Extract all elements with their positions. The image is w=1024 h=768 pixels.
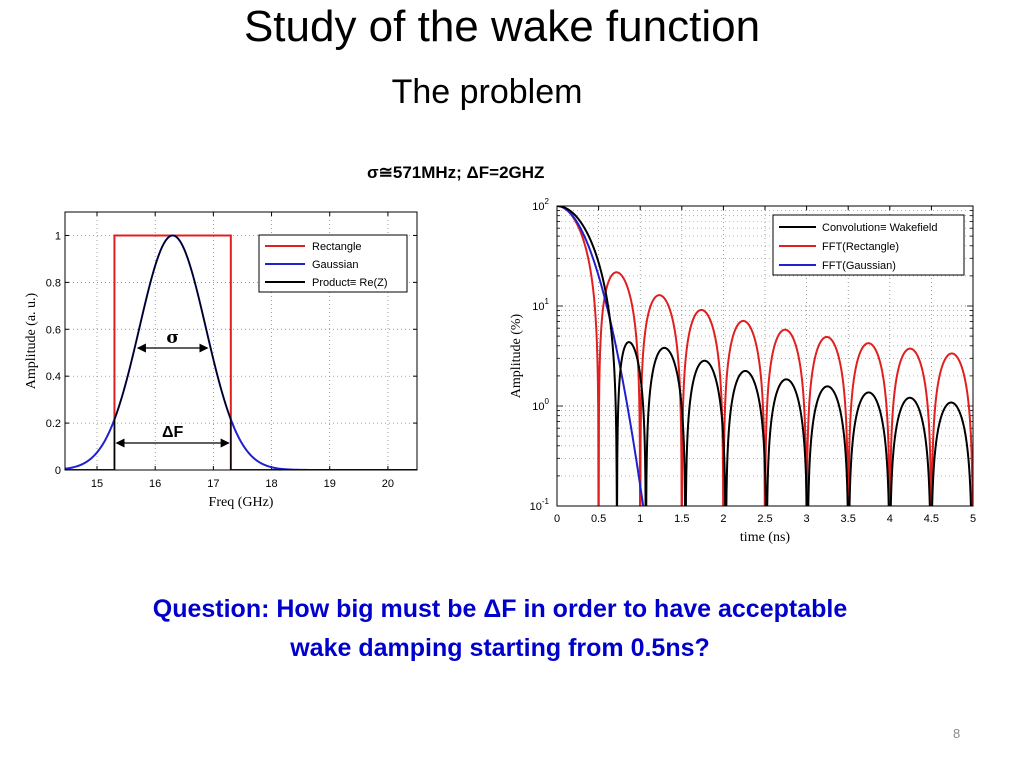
- series-fft-gaussian: [557, 206, 645, 506]
- plot-frame: [556, 205, 974, 507]
- y-tick-exponent: 1: [545, 297, 550, 306]
- legend: Convolution≡ Wakefield FFT(Rectangle) FFT(…: [772, 214, 965, 276]
- y-tick-label: 101: [532, 297, 549, 313]
- x-tick-label: 20: [382, 478, 394, 490]
- y-tick-base: 10: [530, 501, 542, 513]
- x-tick-label: 16: [149, 478, 161, 490]
- question-line-1: Question: How big must be ΔF in order to…: [152, 595, 848, 623]
- x-tick-label: 18: [265, 478, 277, 490]
- legend-entry: Rectangle: [312, 241, 362, 253]
- x-tick-label: 0.5: [591, 513, 606, 525]
- legend: Rectangle Gaussian Product≡ Re(Z): [258, 234, 408, 293]
- y-tick-exponent: 0: [545, 397, 550, 406]
- y-tick-label: 0.6: [46, 324, 61, 336]
- x-tick-label: 5: [970, 513, 976, 525]
- y-axis-label: Amplitude (%): [509, 313, 524, 398]
- y-tick-base: 10: [532, 301, 544, 313]
- x-tick-label: 3.5: [841, 513, 856, 525]
- y-tick-label: 0.2: [46, 418, 61, 430]
- slide-subtitle: The problem: [391, 73, 583, 111]
- x-tick-label: 15: [91, 478, 103, 490]
- y-tick-label: 10-1: [530, 497, 550, 513]
- x-tick-label: 19: [324, 478, 336, 490]
- legend-entry: Convolution≡ Wakefield: [822, 222, 937, 234]
- y-tick-exponent: -1: [542, 497, 550, 506]
- x-tick-label: 2: [720, 513, 726, 525]
- x-tick-label: 2.5: [757, 513, 772, 525]
- y-tick-base: 10: [532, 201, 544, 213]
- x-tick-label: 4.5: [924, 513, 939, 525]
- series-group: [557, 206, 973, 506]
- plot-frame: [64, 211, 418, 471]
- y-tick-label: 0: [55, 465, 61, 477]
- x-tick-label: 0: [554, 513, 560, 525]
- y-tick-label: 0.4: [46, 371, 61, 383]
- legend-entry: FFT(Gaussian): [822, 260, 896, 272]
- legend-entry: Gaussian: [312, 259, 358, 271]
- x-tick-label: 1.5: [674, 513, 689, 525]
- x-tick-label: 3: [804, 513, 810, 525]
- x-tick-label: 4: [887, 513, 893, 525]
- series-fft-rectangle: [557, 206, 973, 506]
- legend-entry: Product≡ Re(Z): [312, 277, 388, 289]
- x-axis-label: time (ns): [740, 530, 790, 545]
- slide-title: Study of the wake function: [243, 2, 761, 51]
- delta-f-annotation: ΔF: [162, 424, 184, 441]
- y-axis-label: Amplitude (a. u.): [24, 292, 39, 389]
- y-tick-exponent: 2: [545, 197, 550, 206]
- question-text: Question: How big must be ΔF in order to…: [60, 590, 940, 668]
- series-convolution: [557, 206, 972, 506]
- x-tick-label: 17: [207, 478, 219, 490]
- y-tick-label: 1: [55, 230, 61, 242]
- series-group: [65, 234, 417, 470]
- x-tick-label: 1: [637, 513, 643, 525]
- y-tick-label: 0.8: [46, 277, 61, 289]
- question-line-2: wake damping starting from 0.5ns?: [290, 634, 710, 662]
- legend-entry: FFT(Rectangle): [822, 241, 899, 253]
- sigma-annotation: σ: [166, 328, 179, 348]
- y-tick-label: 102: [532, 197, 549, 213]
- x-axis-label: Freq (GHz): [209, 495, 274, 510]
- parameters-label: σ≅571MHz; ΔF=2GHZ: [367, 163, 545, 182]
- y-tick-base: 10: [532, 401, 544, 413]
- series-product: [65, 234, 417, 470]
- y-tick-label: 100: [532, 397, 549, 413]
- frequency-chart: 15 16 17 18 19 20 0 0.2 0.4 0.6 0.8 1 Freq (GHz) Ampl…: [24, 211, 418, 510]
- page-number: 8: [953, 726, 961, 741]
